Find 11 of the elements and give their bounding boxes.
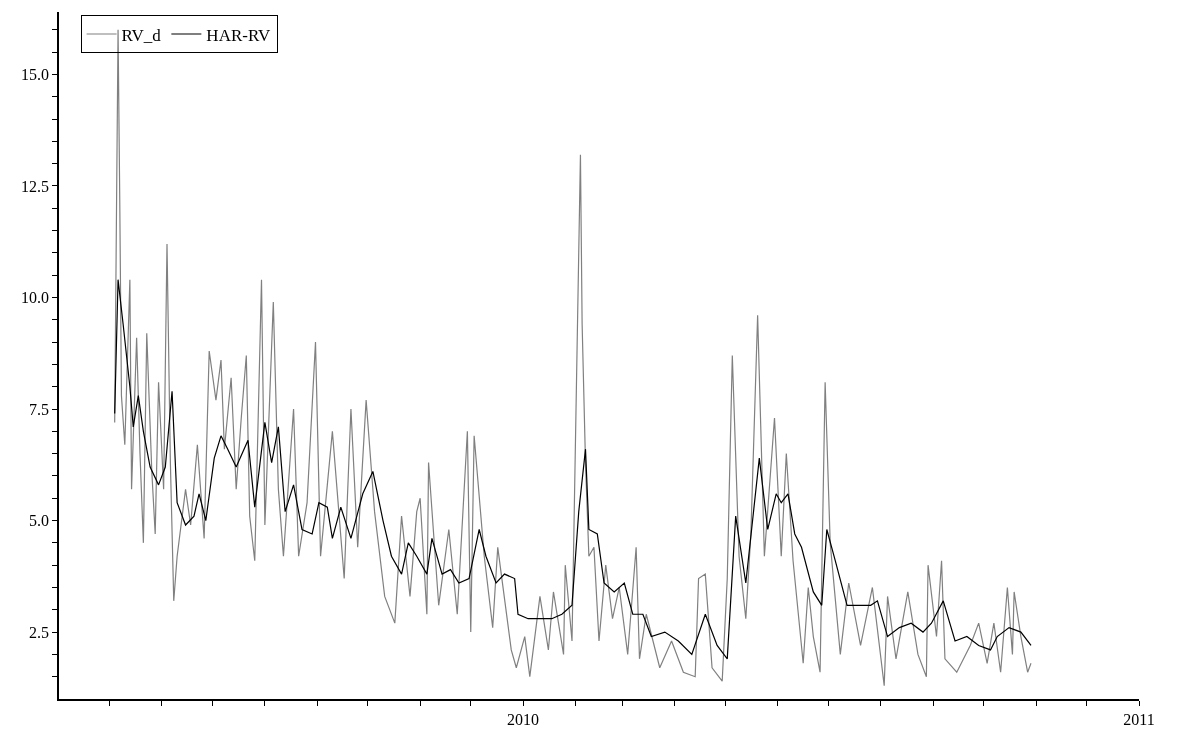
y-tick-label: 2.5 <box>29 623 50 641</box>
y-tick-label: 15.0 <box>21 66 50 84</box>
legend-label: HAR-RV <box>206 25 271 45</box>
y-tick-label: 5.0 <box>29 512 50 530</box>
y-tick-label: 7.5 <box>29 400 50 418</box>
legend-label: RV_d <box>121 25 162 45</box>
x-tick-label: 2010 <box>507 710 540 728</box>
y-tick-label: 12.5 <box>21 177 50 195</box>
line-series <box>114 279 1032 660</box>
y-tick-label: 10.0 <box>21 289 50 307</box>
x-tick-label: 2011 <box>1123 710 1155 728</box>
